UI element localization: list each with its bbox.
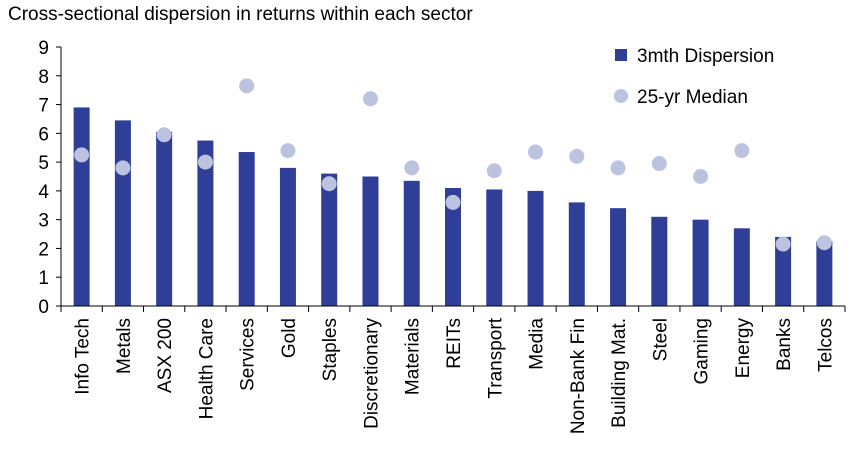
bar: [445, 188, 461, 306]
y-tick-label: 7: [38, 96, 49, 117]
median-marker: [651, 156, 667, 172]
bar: [197, 140, 214, 306]
median-marker: [486, 163, 502, 179]
median-marker: [734, 143, 750, 159]
bar: [114, 120, 131, 306]
bar: [610, 208, 627, 306]
bar: [403, 180, 420, 306]
median-marker: [693, 169, 709, 184]
median-marker: [362, 91, 378, 107]
x-category-label: ASX 200: [155, 318, 176, 393]
bar: [362, 176, 379, 306]
bar: [527, 190, 544, 306]
bar: [733, 228, 750, 306]
legend-swatch-median: [614, 89, 628, 103]
x-category-label: Building Mat.: [609, 318, 630, 428]
y-tick-label: 1: [38, 268, 49, 289]
bar: [486, 189, 503, 306]
median-marker: [156, 127, 172, 143]
y-tick-label: 9: [38, 38, 49, 59]
bar: [692, 219, 709, 306]
x-category-label: Metals: [114, 318, 135, 374]
bar: [321, 173, 338, 306]
bar: [156, 131, 173, 306]
median-marker: [445, 194, 461, 210]
median-marker: [115, 160, 131, 176]
x-category-label: Health Care: [196, 318, 217, 419]
median-marker: [74, 147, 90, 163]
chart-title: Cross-sectional dispersion in returns wi…: [8, 4, 473, 25]
bar: [238, 152, 255, 306]
bar: [73, 107, 90, 306]
x-category-label: Gaming: [692, 318, 713, 385]
legend-label-median: 25-yr Median: [637, 87, 748, 108]
x-category-label: REITs: [444, 318, 465, 369]
median-marker: [775, 236, 791, 252]
median-marker: [528, 144, 544, 160]
x-category-label: Info Tech: [73, 318, 94, 395]
x-category-label: Transport: [485, 317, 506, 398]
y-tick-label: 5: [38, 153, 49, 174]
x-category-label: Steel: [650, 318, 671, 361]
bar: [651, 216, 668, 306]
median-marker: [404, 160, 420, 176]
median-marker: [280, 143, 296, 159]
x-category-label: Staples: [320, 318, 341, 381]
x-category-label: Discretionary: [361, 318, 382, 429]
bar: [568, 202, 585, 306]
x-category-label: Energy: [733, 318, 754, 379]
x-category-label: Media: [527, 318, 548, 370]
x-category-label: Telcos: [815, 318, 836, 372]
median-marker: [816, 235, 832, 251]
bar: [279, 167, 296, 306]
median-marker: [569, 148, 585, 164]
median-marker: [239, 78, 255, 94]
x-axis: Info Tech Metals ASX 200 Health Care Service…: [60, 305, 846, 434]
y-tick-label: 8: [38, 67, 49, 88]
median-marker: [197, 154, 213, 170]
legend-swatch-dispersion: [615, 49, 627, 61]
x-category-label: Services: [238, 318, 259, 391]
median-marker: [321, 176, 337, 192]
legend: 3mth Dispersion 25-yr Median: [614, 46, 774, 108]
marker-series: [74, 78, 832, 252]
median-marker: [610, 160, 626, 176]
y-tick-label: 3: [38, 211, 49, 232]
x-category-label: Banks: [774, 318, 795, 371]
y-axis: 0 1 2 3 4 5 6 7 8 9: [38, 38, 62, 318]
y-tick-label: 0: [38, 297, 49, 318]
x-category-label: Gold: [279, 318, 300, 358]
legend-label-dispersion: 3mth Dispersion: [637, 46, 774, 67]
y-tick-label: 2: [38, 239, 49, 260]
x-category-label: Materials: [403, 318, 424, 395]
bar: [775, 236, 792, 306]
y-tick-label: 6: [38, 124, 49, 145]
x-category-label: Non-Bank Fin: [568, 318, 589, 434]
bar: [816, 241, 833, 306]
y-tick-label: 4: [38, 182, 49, 203]
